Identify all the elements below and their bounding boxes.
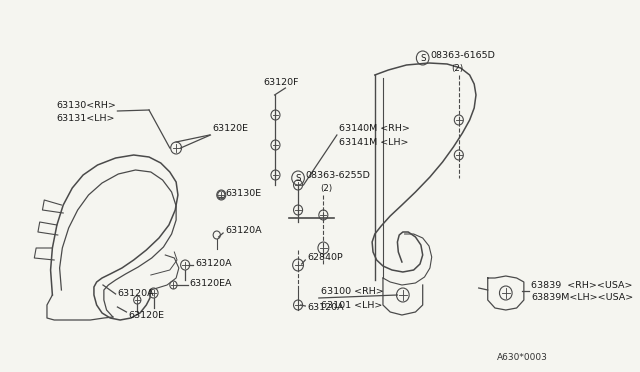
Text: S: S (295, 173, 301, 183)
Text: 63101 <LH>: 63101 <LH> (321, 301, 382, 310)
Text: 63839  <RH><USA>: 63839 <RH><USA> (531, 280, 632, 289)
Text: 63130<RH>: 63130<RH> (56, 100, 116, 109)
Text: 63120E: 63120E (212, 124, 248, 132)
Text: 63120A: 63120A (225, 225, 262, 234)
Text: 63120EA: 63120EA (189, 279, 232, 289)
Text: 63131<LH>: 63131<LH> (56, 113, 115, 122)
Text: 63839M<LH><USA>: 63839M<LH><USA> (531, 294, 634, 302)
Text: 63120A: 63120A (307, 304, 344, 312)
Text: A630*0003: A630*0003 (497, 353, 548, 362)
Text: 63120E: 63120E (128, 311, 164, 320)
Text: 63120A: 63120A (195, 259, 232, 267)
Text: 63120A: 63120A (117, 289, 154, 298)
Text: 63141M <LH>: 63141M <LH> (339, 138, 408, 147)
Text: 63120F: 63120F (264, 77, 300, 87)
Text: 08363-6255D: 08363-6255D (305, 170, 370, 180)
Text: 08363-6165D: 08363-6165D (430, 51, 495, 60)
Text: S: S (420, 54, 426, 62)
Text: 62840P: 62840P (307, 253, 343, 263)
Text: (2): (2) (452, 64, 464, 73)
Text: (2): (2) (321, 183, 333, 192)
Text: 63140M <RH>: 63140M <RH> (339, 124, 410, 132)
Text: 63100 <RH>: 63100 <RH> (321, 288, 383, 296)
Text: 63130E: 63130E (225, 189, 261, 198)
